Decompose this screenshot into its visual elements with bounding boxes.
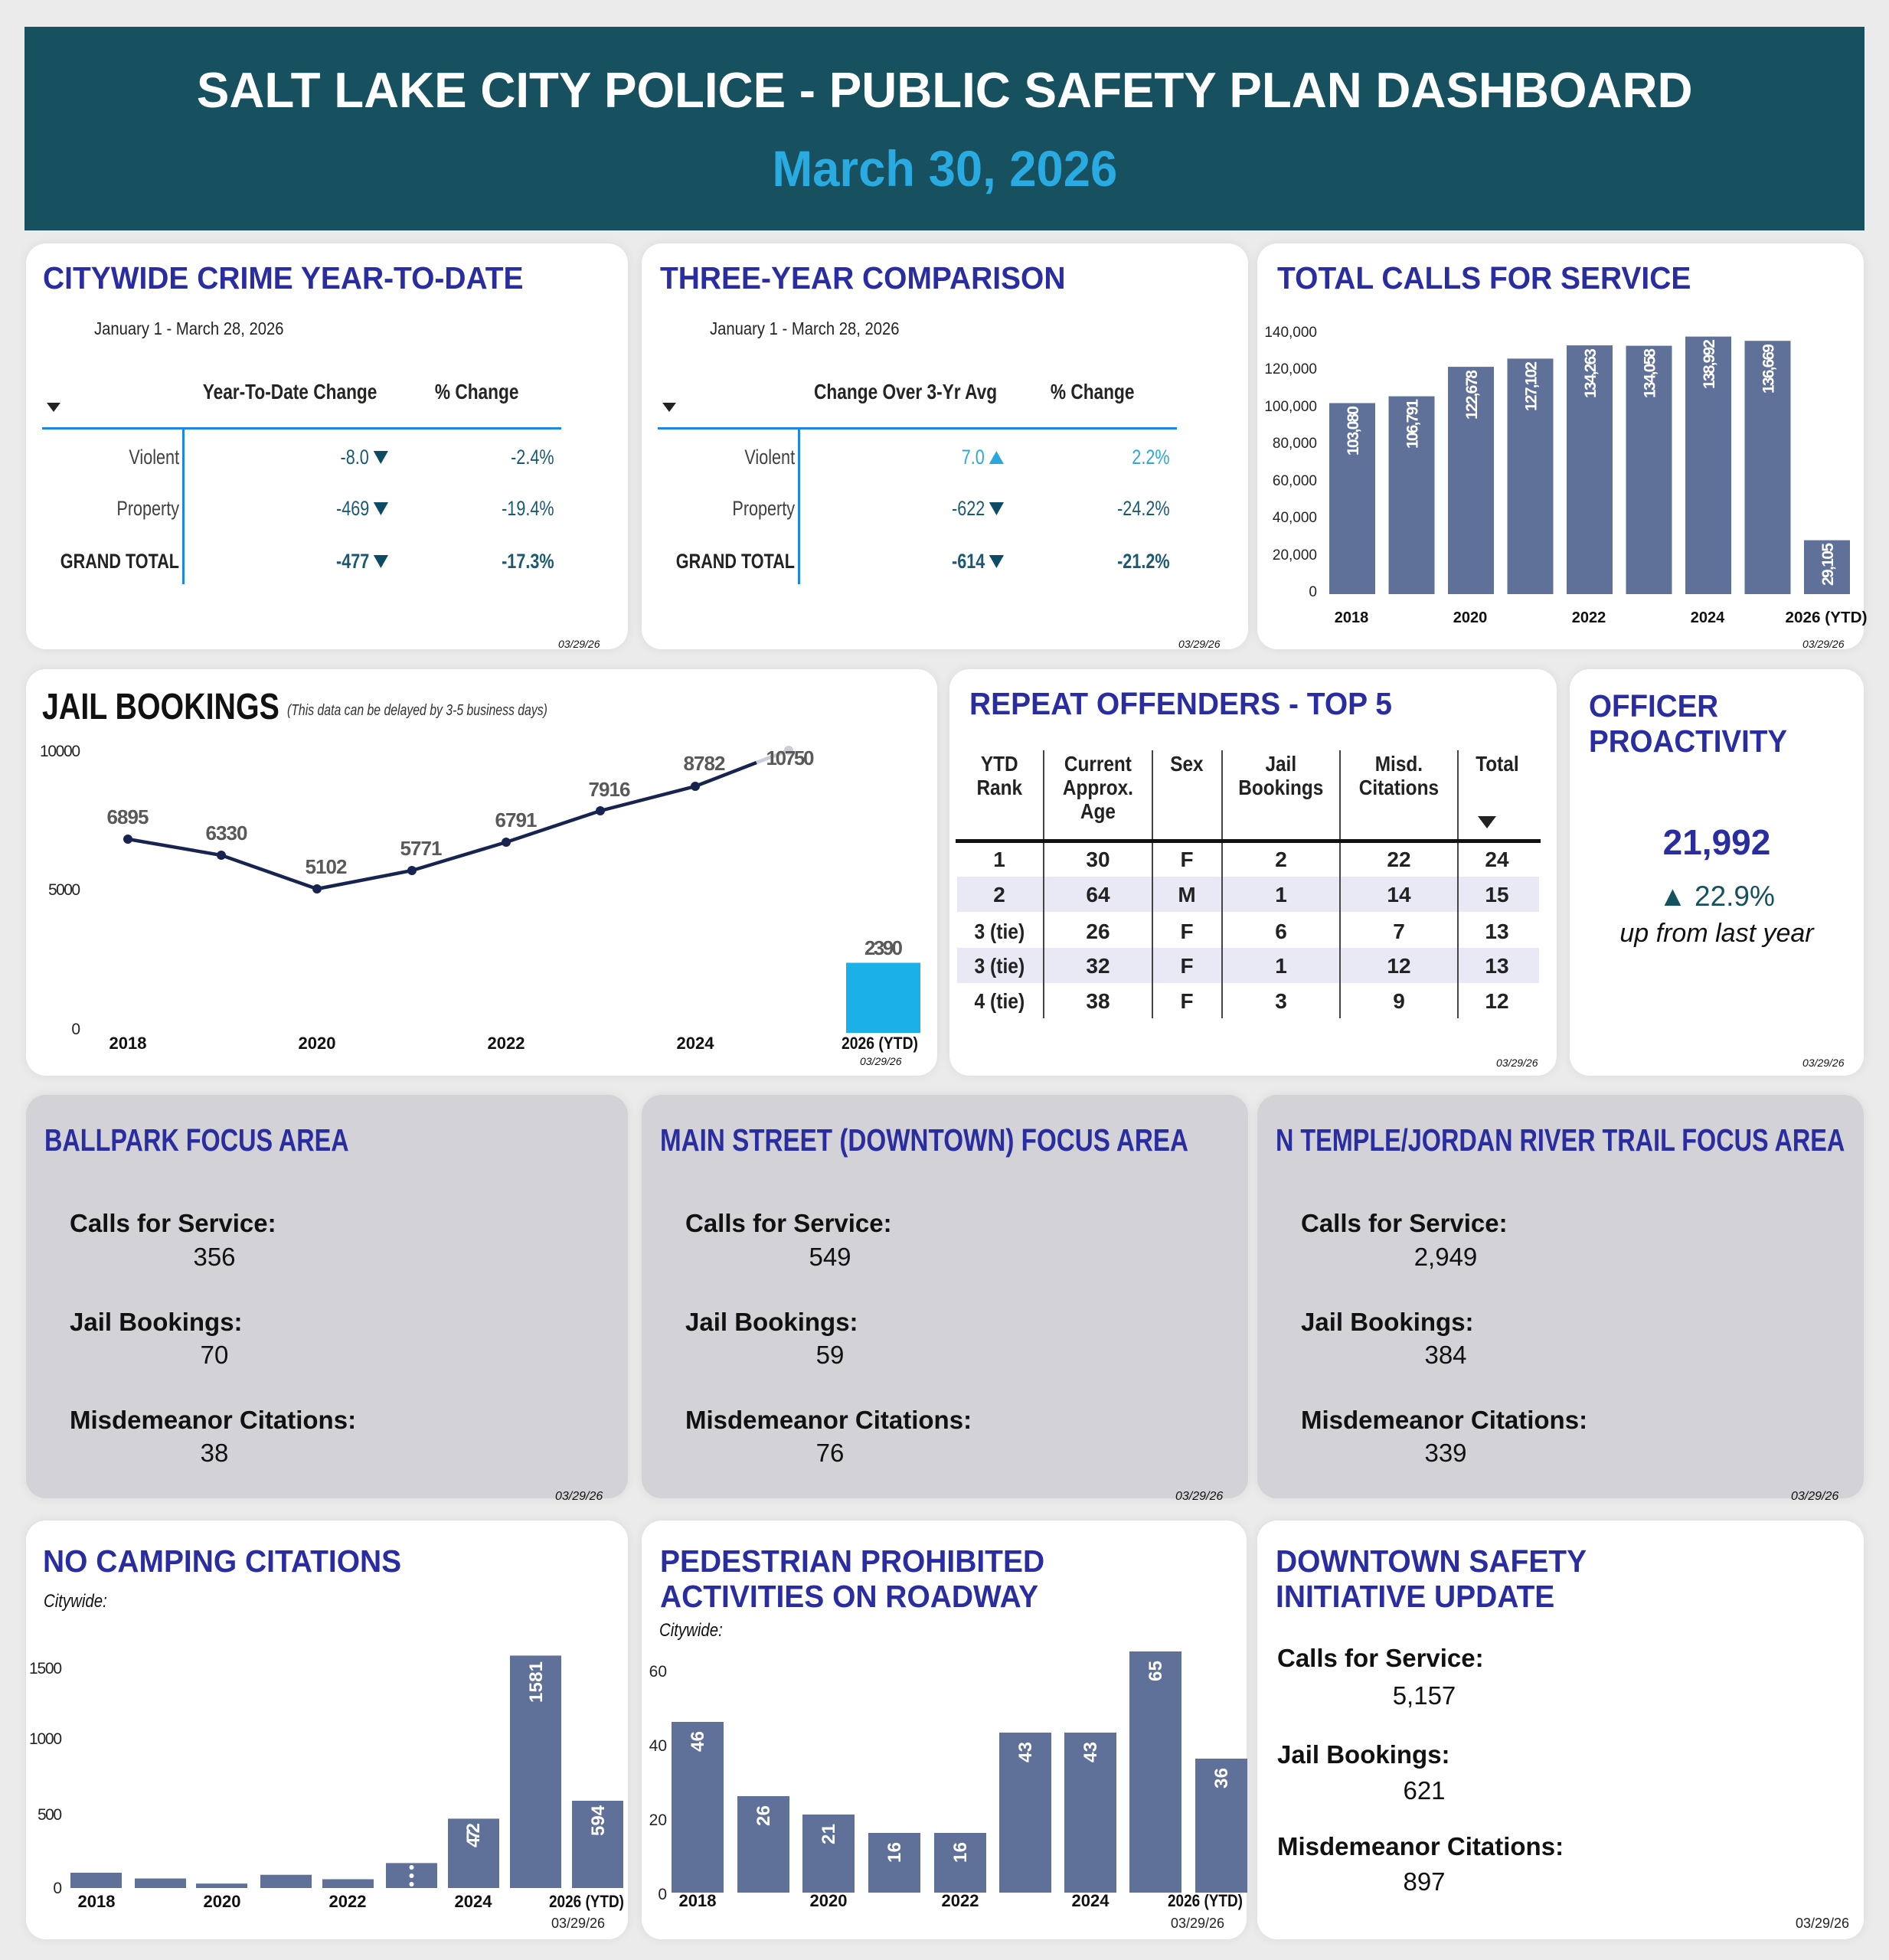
svg-text:2018: 2018 — [679, 1891, 717, 1910]
svg-text:2024: 2024 — [1072, 1891, 1110, 1910]
svg-text:2026 (YTD): 2026 (YTD) — [842, 1034, 918, 1053]
svg-text:5000: 5000 — [48, 881, 80, 899]
svg-text:2390: 2390 — [864, 936, 903, 959]
svg-text:6330: 6330 — [206, 822, 248, 844]
svg-text:136,669: 136,669 — [1760, 344, 1778, 394]
svg-text:8782: 8782 — [684, 752, 726, 775]
svg-text:36: 36 — [1211, 1768, 1232, 1788]
svg-text:43: 43 — [1015, 1742, 1036, 1762]
svg-text:2020: 2020 — [1453, 609, 1488, 626]
svg-text:5102: 5102 — [306, 855, 348, 878]
svg-text:40,000: 40,000 — [1273, 510, 1317, 526]
svg-text:2018: 2018 — [1335, 609, 1369, 626]
svg-text:2022: 2022 — [329, 1892, 367, 1911]
svg-text:2022: 2022 — [1572, 609, 1606, 626]
svg-text:2024: 2024 — [677, 1034, 715, 1053]
svg-text:16: 16 — [950, 1842, 971, 1863]
svg-text:6791: 6791 — [495, 808, 538, 831]
svg-text:0: 0 — [1309, 584, 1317, 600]
svg-text:2018: 2018 — [78, 1892, 116, 1911]
svg-text:0: 0 — [53, 1880, 62, 1897]
svg-text:2026 (YTD): 2026 (YTD) — [1786, 609, 1868, 626]
svg-text:10750: 10750 — [766, 746, 815, 769]
svg-text:60: 60 — [649, 1663, 667, 1681]
svg-text:80,000: 80,000 — [1273, 436, 1317, 452]
svg-text:0: 0 — [71, 1021, 80, 1038]
svg-text:2020: 2020 — [204, 1892, 241, 1911]
svg-text:5771: 5771 — [400, 837, 443, 860]
svg-text:16: 16 — [884, 1842, 905, 1863]
svg-text:134,058: 134,058 — [1642, 348, 1659, 398]
svg-text:0: 0 — [658, 1886, 667, 1903]
svg-text:140,000: 140,000 — [1264, 325, 1317, 341]
svg-text:120,000: 120,000 — [1264, 361, 1317, 377]
svg-text:20: 20 — [649, 1811, 667, 1829]
svg-text:122,678: 122,678 — [1463, 370, 1481, 420]
svg-text:46: 46 — [688, 1731, 708, 1752]
svg-text:40: 40 — [649, 1737, 667, 1755]
svg-text:60,000: 60,000 — [1273, 473, 1317, 489]
svg-text:594: 594 — [588, 1805, 609, 1836]
svg-text:106,791: 106,791 — [1404, 399, 1422, 449]
svg-text:26: 26 — [753, 1805, 774, 1826]
svg-text:2026 (YTD): 2026 (YTD) — [1168, 1891, 1243, 1910]
svg-text:6895: 6895 — [107, 805, 149, 828]
svg-text:21: 21 — [819, 1824, 839, 1844]
svg-text:10000: 10000 — [40, 743, 80, 760]
svg-text:127,102: 127,102 — [1523, 361, 1541, 411]
svg-text:20,000: 20,000 — [1273, 547, 1317, 564]
svg-text:472: 472 — [463, 1823, 484, 1847]
svg-text:2026 (YTD): 2026 (YTD) — [549, 1892, 624, 1911]
svg-text:1581: 1581 — [526, 1661, 547, 1703]
svg-text:138,992: 138,992 — [1701, 339, 1718, 389]
svg-text:103,080: 103,080 — [1345, 406, 1362, 456]
svg-text:2022: 2022 — [942, 1891, 979, 1910]
svg-text:1000: 1000 — [29, 1730, 62, 1748]
svg-text:43: 43 — [1080, 1742, 1101, 1762]
svg-text:2018: 2018 — [109, 1034, 147, 1053]
svg-text:100,000: 100,000 — [1264, 399, 1317, 415]
svg-text:500: 500 — [38, 1806, 62, 1824]
svg-text:2022: 2022 — [488, 1034, 525, 1053]
svg-text:29,105: 29,105 — [1819, 543, 1837, 586]
svg-text:2020: 2020 — [810, 1891, 848, 1910]
svg-text:2024: 2024 — [1691, 609, 1725, 626]
svg-text:1500: 1500 — [29, 1660, 62, 1677]
svg-text:65: 65 — [1145, 1661, 1166, 1681]
svg-text:2020: 2020 — [299, 1034, 336, 1053]
svg-text:2024: 2024 — [455, 1892, 493, 1911]
svg-text:7916: 7916 — [589, 778, 631, 801]
svg-text:134,263: 134,263 — [1582, 348, 1600, 398]
